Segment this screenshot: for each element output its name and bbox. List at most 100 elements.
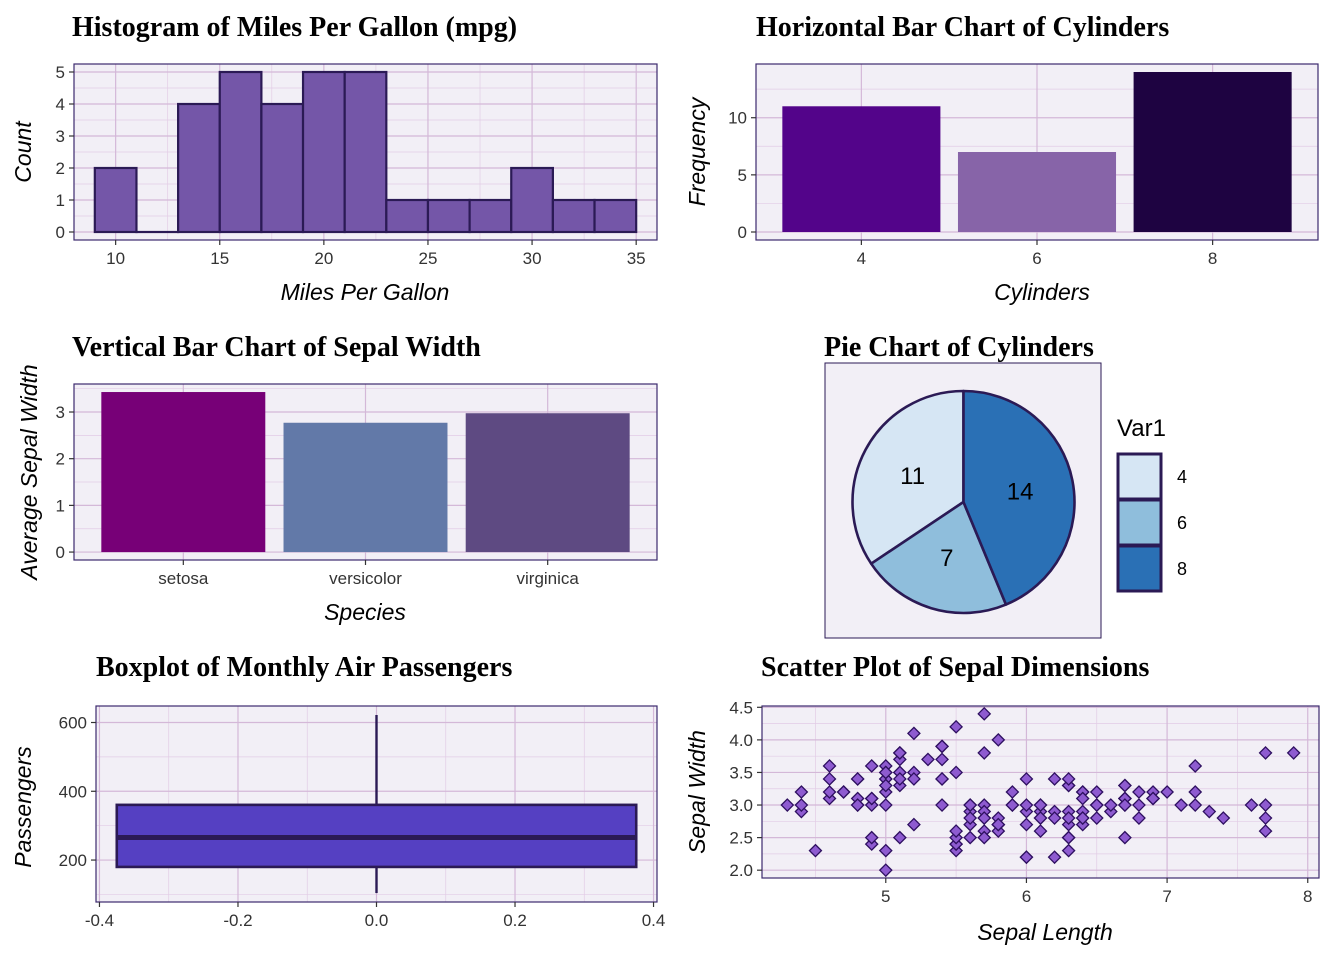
y-tick-label: 3.0 (729, 796, 753, 815)
histogram-bar (260, 102, 305, 234)
pie-legend: Var1 4 6 8 (1116, 415, 1187, 593)
sepal-width-bars (101, 392, 630, 553)
y-tick-label: 10 (728, 109, 747, 128)
scatter-x-axis-title: Sepal Length (977, 919, 1113, 945)
scatter-point (949, 719, 964, 734)
pie-panel: Pie Chart of Cylinders 11 7 14 Var1 4 6 8 (824, 332, 1187, 639)
sepal-width-ticks: 0 1 2 3 setosa versicolor virginica (56, 403, 580, 588)
histogram-bars (93, 70, 638, 234)
sepal-width-bar (101, 392, 266, 553)
scatter-point (1047, 811, 1062, 825)
histogram-bar (301, 70, 346, 234)
x-tick-label: setosa (158, 569, 209, 588)
scatter-point (1089, 811, 1104, 825)
scatter-point (878, 863, 893, 878)
histogram-bar (426, 198, 471, 234)
scatter-point (1132, 798, 1146, 812)
scatter-point (906, 726, 921, 741)
histogram-panel: Histogram of Miles Per Gallon (mpg) 0 1 2 3… (10, 12, 658, 305)
scatter-point (850, 772, 865, 786)
pie-legend-label: 8 (1177, 559, 1187, 579)
scatter-point (1216, 811, 1231, 825)
scatter-point (1075, 811, 1090, 825)
scatter-title: Scatter Plot of Sepal Dimensions (761, 652, 1149, 683)
x-tick-label: -0.2 (223, 911, 252, 930)
histogram-bar (551, 198, 596, 234)
scatter-point (822, 759, 837, 773)
scatter-point (1258, 745, 1273, 760)
scatter-panel: Scatter Plot of Sepal Dimensions 2.0 2.5 3… (684, 652, 1320, 945)
scatter-point (935, 739, 949, 754)
y-tick-label: 2.0 (729, 861, 753, 880)
scatter-point (1061, 843, 1076, 858)
scatter-point (1075, 791, 1090, 806)
scatter-point (1160, 785, 1175, 799)
y-tick-label: 3.5 (729, 763, 753, 782)
scatter-point (1117, 830, 1132, 845)
pie-slice (962, 389, 1076, 606)
scatter-point (1047, 772, 1062, 786)
scatter-point (963, 798, 978, 812)
histogram-border (73, 63, 658, 241)
cylinders-bar-ticks: 0 5 10 4 6 8 (728, 109, 1217, 268)
scatter-points (780, 706, 1301, 878)
scatter-point (850, 798, 865, 812)
scatter-point (878, 843, 893, 858)
pie-slice-label: 14 (1007, 479, 1034, 506)
scatter-point (808, 843, 823, 858)
scatter-point (1188, 798, 1203, 812)
x-tick-label: 15 (210, 249, 229, 268)
scatter-point (1061, 811, 1076, 825)
scatter-point (963, 811, 978, 825)
histogram-y-axis-title: Count (10, 120, 36, 183)
scatter-point (878, 798, 893, 812)
scatter-point (878, 778, 893, 793)
scatter-point (822, 772, 837, 786)
boxplot-panel: Boxplot of Monthly Air Passengers 200 400… (10, 652, 665, 930)
scatter-border (761, 705, 1320, 879)
y-tick-label: 1 (56, 496, 65, 515)
cylinders-bar-x-axis-title: Cylinders (994, 279, 1090, 305)
y-tick-label: 0 (56, 223, 65, 242)
scatter-point (991, 817, 1006, 832)
y-tick-label: 3 (56, 127, 65, 146)
scatter-point (1033, 811, 1048, 825)
scatter-point (1061, 830, 1076, 845)
pie-slice-label: 7 (940, 545, 953, 572)
histogram-bar (177, 102, 221, 234)
scatter-point (1005, 785, 1020, 799)
scatter-point (794, 785, 809, 799)
histogram-bar (510, 166, 554, 234)
pie-legend-label: 6 (1177, 513, 1187, 533)
scatter-point (1117, 778, 1132, 793)
y-tick-label: 4.5 (729, 698, 753, 717)
y-tick-label: 5 (738, 166, 747, 185)
scatter-point (1019, 817, 1034, 832)
cylinders-bar-y-axis-title: Frequency (684, 96, 710, 206)
scatter-point (949, 765, 964, 780)
histogram-bar (218, 70, 263, 234)
scatter-point (1188, 759, 1203, 773)
scatter-point (1244, 798, 1259, 812)
x-tick-label: 25 (419, 249, 438, 268)
x-tick-label: 35 (627, 249, 646, 268)
scatter-point (864, 830, 879, 845)
y-tick-label: 5 (56, 63, 65, 82)
boxplot-ticks: 200 400 600 -0.4 -0.2 0.0 0.2 0.4 (59, 714, 666, 930)
cylinders-bar (782, 106, 941, 232)
x-tick-label: 8 (1303, 887, 1312, 906)
boxplot-box (115, 714, 638, 894)
x-tick-label: 5 (881, 887, 890, 906)
y-tick-label: 600 (59, 714, 87, 733)
scatter-point (1089, 798, 1104, 812)
scatter-point (935, 798, 949, 812)
y-tick-label: 2 (56, 159, 65, 178)
pie-slices (851, 389, 1076, 615)
sepal-width-bar-panel: Vertical Bar Chart of Sepal Width 0 1 2 3 se… (16, 332, 658, 625)
y-tick-label: 200 (59, 851, 87, 870)
scatter-point (1174, 798, 1189, 812)
pie-slice-label: 11 (900, 463, 925, 490)
scatter-point (1117, 798, 1132, 812)
scatter-point (836, 785, 851, 799)
histogram-ticks: 0 1 2 3 4 5 10 15 20 25 30 35 (56, 63, 646, 268)
